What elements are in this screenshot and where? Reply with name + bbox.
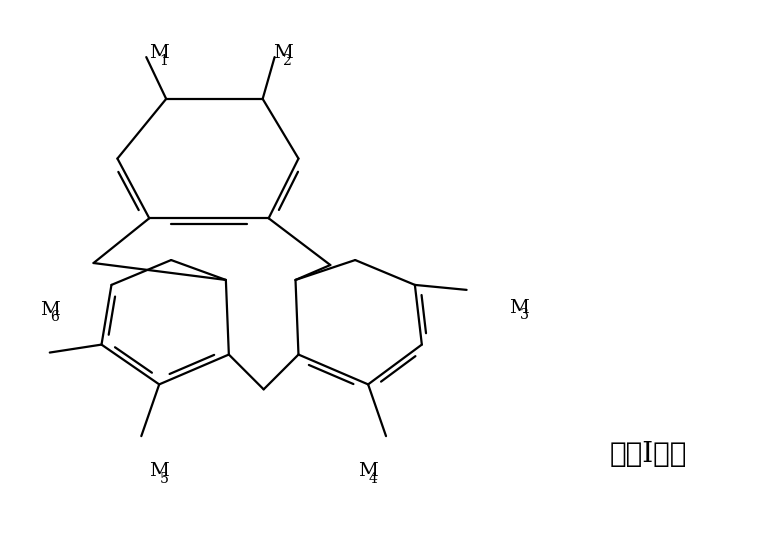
Text: M: M (273, 44, 293, 62)
Text: M: M (358, 462, 378, 480)
Text: M: M (40, 301, 59, 319)
Text: 4: 4 (368, 471, 377, 486)
Text: 6: 6 (50, 310, 59, 324)
Text: 3: 3 (519, 309, 529, 323)
Text: 1: 1 (159, 54, 168, 68)
Text: M: M (509, 299, 530, 317)
Text: M: M (149, 462, 169, 480)
Text: 2: 2 (283, 54, 291, 68)
Text: M: M (149, 44, 169, 62)
Text: 式（I），: 式（I）， (610, 440, 687, 468)
Text: 5: 5 (159, 471, 168, 486)
